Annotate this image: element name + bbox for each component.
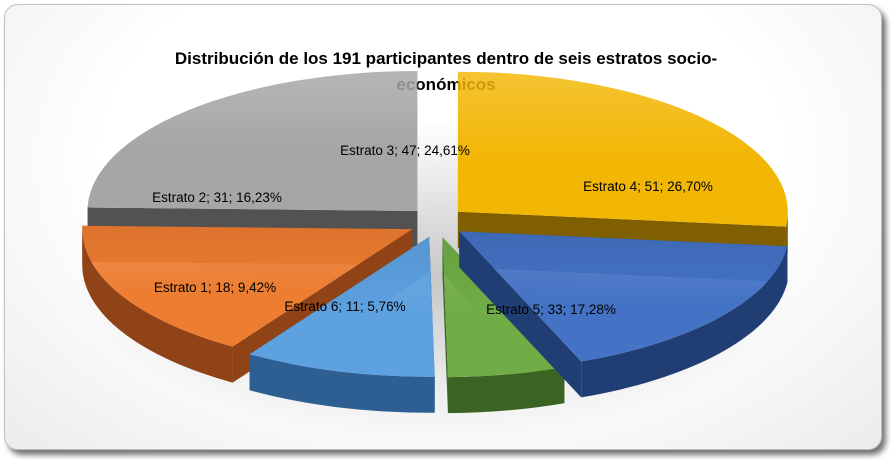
data-label-estrato-6: Estrato 6; 11; 5,76% bbox=[284, 299, 405, 314]
data-label-estrato-3: Estrato 3; 47; 24,61% bbox=[340, 143, 470, 158]
pie-slice-2-rim bbox=[82, 229, 233, 383]
pie-slice-5-top bbox=[459, 231, 788, 362]
pie-slice-5 bbox=[459, 231, 788, 398]
pie-slice-2-top bbox=[82, 225, 413, 347]
pie-slice-3-top bbox=[87, 70, 418, 211]
pie-slice-3 bbox=[87, 70, 418, 247]
pie-slice-6-wall-2 bbox=[442, 237, 448, 414]
pie-slice-4-top bbox=[457, 71, 788, 227]
pie-slice-1 bbox=[249, 236, 435, 413]
pie-slice-5-rim bbox=[581, 246, 788, 398]
pie-slice-6-rim bbox=[447, 367, 565, 414]
data-label-estrato-2: Estrato 2; 31; 16,23% bbox=[152, 190, 282, 205]
data-label-estrato-5: Estrato 5; 33; 17,28% bbox=[486, 302, 616, 317]
data-label-estrato-1: Estrato 1; 18; 9,42% bbox=[154, 280, 276, 295]
pie-slice-1-top bbox=[249, 236, 435, 377]
chart-title-line-1: Distribución de los 191 participantes de… bbox=[174, 49, 718, 68]
pie-slice-1-rim bbox=[249, 354, 435, 413]
data-label-estrato-4: Estrato 4; 51; 26,70% bbox=[583, 179, 713, 194]
pie-slice-5-wall-2 bbox=[459, 231, 582, 398]
